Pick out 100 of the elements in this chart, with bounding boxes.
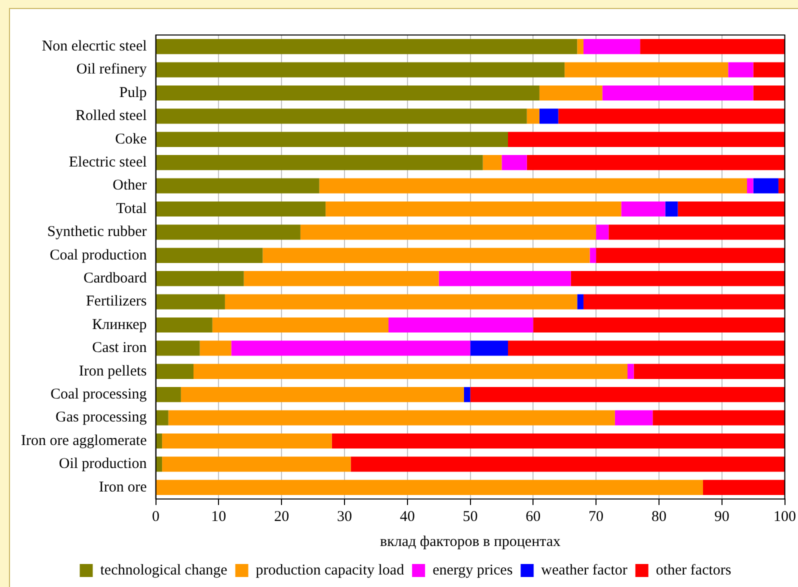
- bar: [156, 456, 162, 472]
- x-tick-label: 50: [462, 508, 478, 525]
- bar: [502, 155, 527, 170]
- bar: [168, 410, 615, 426]
- bar: [753, 178, 778, 194]
- x-tick-label: 40: [400, 508, 415, 525]
- bar: [156, 178, 320, 194]
- y-tick-label: Coal production: [50, 247, 148, 264]
- legend-label: weather factor: [541, 562, 628, 578]
- bar: [596, 248, 785, 263]
- bar: [262, 248, 590, 263]
- bar: [156, 340, 200, 356]
- legend-label: energy prices: [432, 562, 513, 578]
- bar: [224, 294, 578, 310]
- bar: [526, 155, 785, 170]
- y-tick-label: Iron ore agglomerate: [20, 432, 148, 449]
- bar: [753, 62, 785, 78]
- x-axis-title: вклад факторов в процентах: [380, 534, 562, 550]
- bar: [156, 271, 244, 286]
- bar: [583, 39, 640, 54]
- legend-label: technological change: [100, 562, 228, 578]
- y-tick-label: Other: [112, 178, 147, 194]
- bar: [533, 317, 785, 333]
- bar: [194, 364, 628, 379]
- bar: [156, 155, 483, 170]
- bar: [156, 201, 326, 217]
- y-tick-label: Pulp: [119, 84, 147, 101]
- x-tick-label: 80: [651, 508, 666, 525]
- bar: [244, 271, 439, 286]
- bar: [162, 433, 332, 449]
- y-tick-label: Fertilizers: [86, 294, 147, 310]
- bar: [508, 132, 785, 147]
- y-tick-label: Iron pellets: [78, 363, 147, 380]
- bar: [231, 340, 470, 356]
- bar: [583, 294, 785, 310]
- y-tick-label: Cast iron: [92, 340, 148, 356]
- bar: [570, 271, 785, 286]
- x-tick-label: 60: [526, 508, 541, 525]
- legend-label: production capacity load: [256, 562, 405, 578]
- bar: [652, 410, 785, 426]
- bar: [614, 410, 653, 426]
- bar: [621, 201, 666, 217]
- bar: [482, 155, 502, 170]
- bar: [156, 85, 540, 101]
- bar: [577, 294, 584, 310]
- bar: [464, 387, 470, 402]
- bar: [539, 85, 602, 101]
- bar: [156, 294, 225, 310]
- bar: [558, 108, 785, 124]
- bar: [438, 271, 571, 286]
- y-tick-label: Non elecrtic steel: [42, 38, 147, 55]
- y-tick-label: Gas processing: [56, 410, 148, 426]
- y-tick-label: Клинкер: [92, 316, 147, 333]
- bar: [212, 317, 388, 333]
- bar: [350, 456, 785, 472]
- bar: [665, 201, 678, 217]
- bar: [608, 224, 785, 240]
- bar: [539, 108, 558, 124]
- bar: [634, 364, 785, 379]
- bar: [156, 480, 703, 495]
- y-tick-label: Coke: [115, 131, 148, 148]
- bar: [596, 224, 609, 240]
- bar: [678, 201, 785, 217]
- y-tick-label: Cardboard: [83, 270, 148, 287]
- bar: [564, 62, 728, 78]
- bar: [156, 248, 263, 263]
- bar: [470, 340, 508, 356]
- x-tick-label: 90: [714, 508, 730, 525]
- y-tick-label: Oil refinery: [76, 62, 148, 78]
- bar: [300, 224, 596, 240]
- y-tick-label: Synthetic rubber: [47, 224, 147, 240]
- bar: [200, 340, 232, 356]
- bar: [747, 178, 754, 194]
- bar: [728, 62, 754, 78]
- bar: [470, 387, 785, 402]
- y-tick-label: Iron ore: [98, 479, 148, 496]
- bar: [156, 39, 578, 54]
- bar: [326, 201, 622, 217]
- bar: [180, 387, 464, 402]
- bar: [753, 85, 785, 101]
- bar: [508, 340, 785, 356]
- bar: [628, 364, 634, 379]
- bar: [156, 132, 508, 147]
- y-tick-label: Oil production: [58, 456, 148, 472]
- bar: [162, 456, 351, 472]
- x-tick-label: 70: [588, 508, 604, 525]
- bar: [640, 39, 785, 54]
- x-tick-label: 100: [774, 508, 796, 525]
- x-tick-label: 10: [211, 508, 226, 525]
- bar: [526, 108, 540, 124]
- x-tick-label: 30: [336, 508, 352, 525]
- y-tick-label: Coal processing: [50, 386, 148, 403]
- bar: [156, 410, 168, 426]
- bar: [388, 317, 534, 333]
- bar: [602, 85, 754, 101]
- bar: [156, 364, 194, 379]
- bar: [156, 224, 300, 240]
- bar: [156, 62, 565, 78]
- bar: [156, 387, 181, 402]
- x-tick-label: 20: [274, 508, 290, 525]
